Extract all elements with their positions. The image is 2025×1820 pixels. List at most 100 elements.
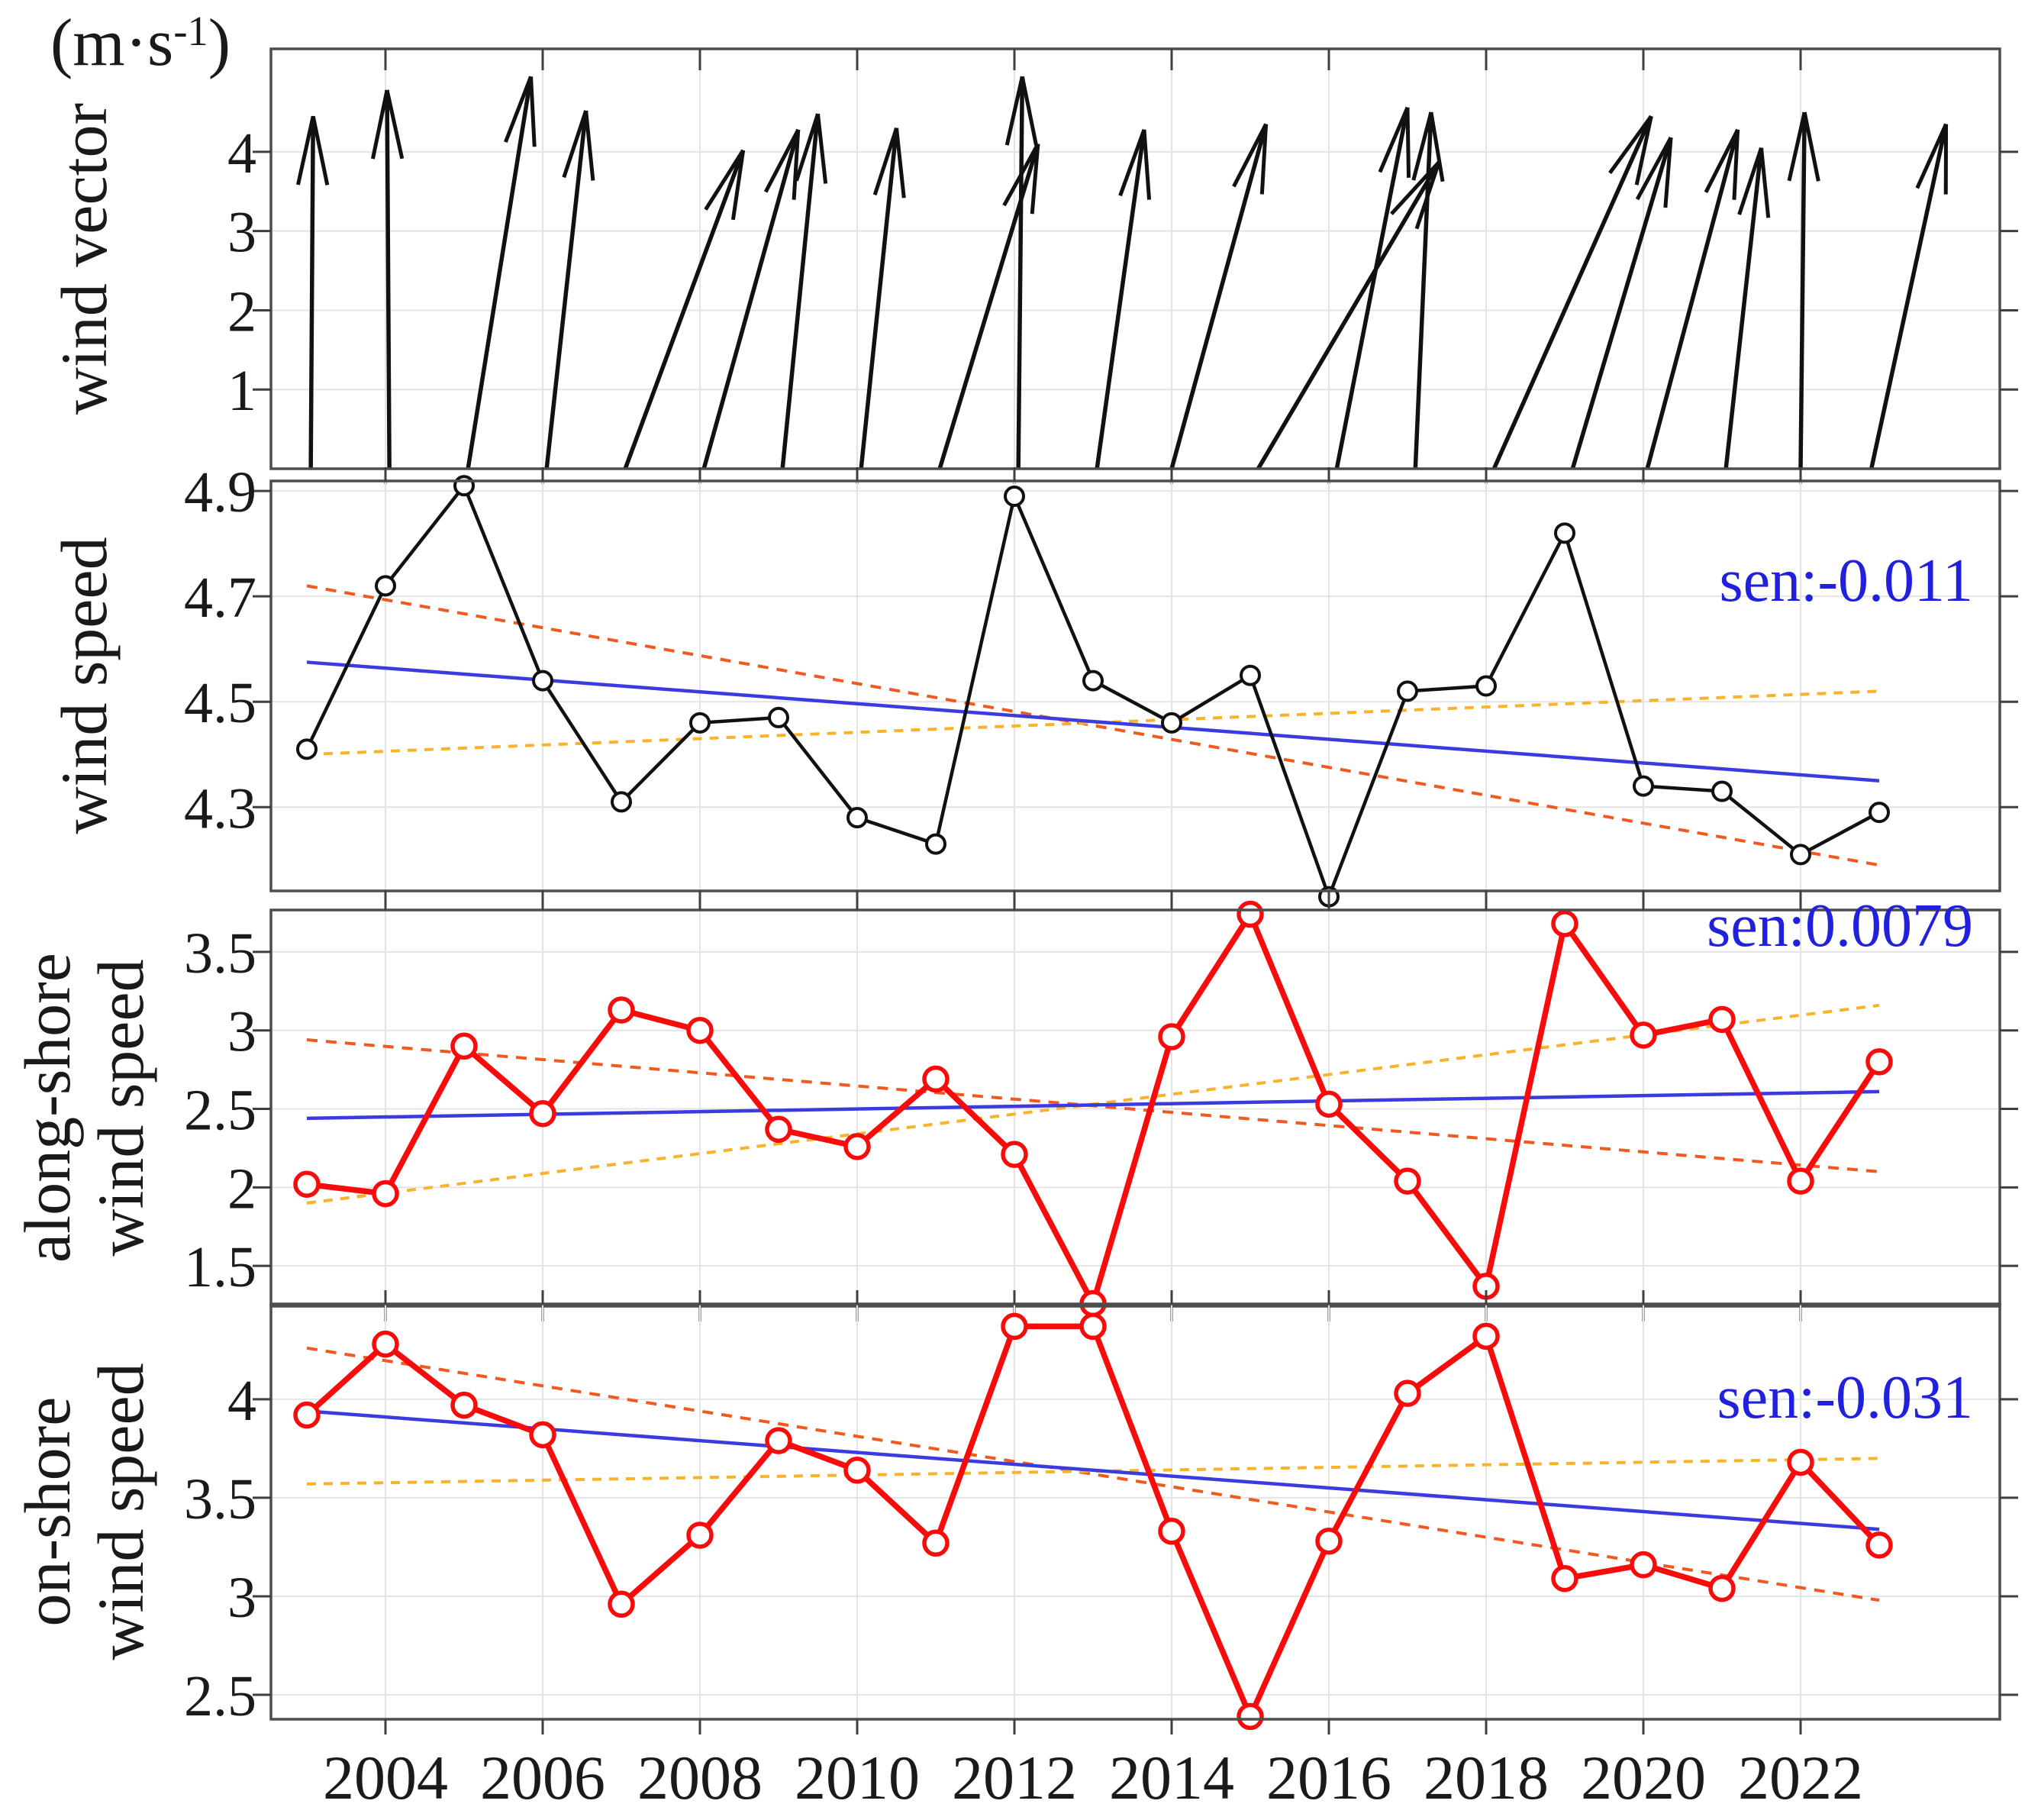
- data-point-marker: [450, 1391, 478, 1419]
- wind-vector-arrow: [780, 113, 828, 470]
- arrow-head-barb: [1142, 129, 1152, 200]
- y-axis-unit-label: (m·s-1): [50, 5, 231, 82]
- arrow-shaft: [1491, 115, 1653, 470]
- panel-4-on-shore-wind-speed: 2.5 3 3.5 4: [184, 1290, 2018, 1734]
- arrow-head-barb: [1802, 111, 1820, 182]
- arrow-head-barb: [1634, 115, 1653, 186]
- arrow-head-barb: [1704, 128, 1740, 193]
- y-tick-label: 4.3: [184, 776, 256, 841]
- arrow-shaft: [466, 76, 534, 470]
- arrow-head-barb: [1020, 76, 1039, 146]
- arrow-shaft: [1334, 107, 1410, 470]
- data-point-marker: [608, 996, 635, 1024]
- data-point-marker: [532, 670, 553, 692]
- arrow-head-barb: [1663, 137, 1673, 208]
- arrow-shaft: [780, 113, 821, 470]
- data-point-marker: [1315, 1527, 1343, 1555]
- panel-2-wind-speed: 4.3 4.5 4.7 4.9: [184, 460, 2018, 908]
- wind-vector-arrow: [1570, 137, 1673, 470]
- data-point-marker: [843, 1457, 871, 1484]
- data-point-marker: [1001, 1312, 1028, 1341]
- data-point-marker: [1551, 910, 1578, 937]
- unit-suffix: ): [208, 6, 231, 80]
- data-point-marker: [1554, 522, 1575, 544]
- data-point-marker: [922, 1529, 950, 1557]
- x-tick-label: 2016: [1266, 1743, 1391, 1812]
- data-point-marker: [1158, 1518, 1185, 1545]
- y-tick-label: 4: [227, 121, 256, 186]
- arrow-head-barb: [1737, 147, 1763, 215]
- wind-vector-arrow: [1004, 76, 1039, 470]
- panel3-sen-annotation: sen:0.0079: [1707, 892, 1973, 960]
- arrow-shaft: [623, 149, 746, 470]
- x-tick-label: 2020: [1581, 1743, 1706, 1812]
- x-tick-label: 2010: [795, 1743, 920, 1812]
- panel2-sen-annotation: sen:-0.011: [1719, 547, 1973, 615]
- y-tick-label: 1: [227, 359, 256, 423]
- wind-vector-arrow: [623, 149, 746, 470]
- data-point-marker: [608, 1590, 635, 1618]
- data-point-marker: [1633, 775, 1654, 797]
- arrow-head-barb: [1118, 128, 1146, 197]
- y-tick-label: 3.5: [184, 921, 256, 986]
- arrow-head-barb: [795, 113, 820, 182]
- data-point-marker: [686, 1016, 714, 1044]
- data-point-marker: [453, 475, 475, 497]
- data-point-marker: [843, 1133, 871, 1160]
- data-point-marker: [375, 575, 396, 597]
- wind-vector-arrow: [1869, 123, 1949, 470]
- sen-trend-line: [306, 1089, 1880, 1121]
- panel-border: [269, 908, 2001, 1308]
- arrow-head-barb: [504, 76, 533, 144]
- data-point-marker: [1711, 780, 1733, 802]
- data-point-marker: [372, 1330, 399, 1358]
- arrow-shaft: [1095, 129, 1146, 470]
- arrow-head-barb: [1390, 160, 1441, 215]
- data-point-marker: [1708, 1574, 1736, 1602]
- x-tick-label: 2012: [952, 1743, 1077, 1812]
- x-tick-label: 2004: [323, 1743, 448, 1812]
- arrow-head-barb: [1411, 111, 1433, 181]
- data-point-marker: [1240, 664, 1261, 686]
- unit-prefix: (m·s: [50, 6, 174, 80]
- y-tick-label: 2: [227, 279, 256, 344]
- arrow-head-barb: [1787, 111, 1807, 182]
- data-point-marker: [1001, 1141, 1028, 1168]
- x-tick-label: 2014: [1109, 1743, 1234, 1812]
- arrow-head-barb: [1608, 115, 1653, 175]
- arrow-shaft: [937, 143, 1040, 470]
- arrow-shaft: [1645, 129, 1740, 470]
- arrow-head-barb: [1429, 111, 1445, 182]
- data-point-marker: [611, 791, 632, 813]
- arrow-head-barb: [895, 127, 906, 198]
- wind-vector-arrow: [296, 115, 330, 470]
- data-point-marker: [922, 1065, 950, 1093]
- arrow-head-barb: [1378, 106, 1410, 173]
- data-point-marker: [372, 1179, 399, 1208]
- data-point-marker: [1397, 680, 1418, 702]
- y-tick-label: 4.5: [184, 671, 256, 735]
- arrow-shaft: [1016, 76, 1025, 470]
- data-point-marker: [450, 1032, 478, 1060]
- data-point-marker: [1630, 1551, 1657, 1579]
- y-tick-label: 3.5: [184, 1467, 256, 1531]
- data-point-marker: [1079, 1312, 1107, 1341]
- arrow-shaft: [859, 127, 899, 470]
- arrow-head-barb: [792, 129, 801, 200]
- panel4-ylabel-line1: on-shore: [11, 1396, 84, 1627]
- data-point-marker: [1315, 1090, 1343, 1118]
- data-point-marker: [1708, 1005, 1736, 1034]
- data-point-marker: [296, 738, 318, 760]
- y-tick-label: 4.9: [184, 460, 256, 524]
- panel-1-wind-vector: 1 2 3 4: [227, 47, 2018, 484]
- y-tick-label: 2.5: [184, 1079, 256, 1143]
- lower-confidence-dashed-line: [306, 1457, 1880, 1486]
- wind-vector-arrow: [937, 143, 1040, 470]
- arrow-head-barb: [1405, 107, 1411, 178]
- panel-border: [269, 479, 2001, 892]
- upper-confidence-dashed-line: [306, 1346, 1880, 1602]
- arrow-shaft: [1724, 147, 1764, 470]
- x-tick-label: 2018: [1424, 1743, 1549, 1812]
- data-point-marker: [765, 1427, 792, 1454]
- panel4-ylabel-line2: wind speed: [84, 1363, 157, 1660]
